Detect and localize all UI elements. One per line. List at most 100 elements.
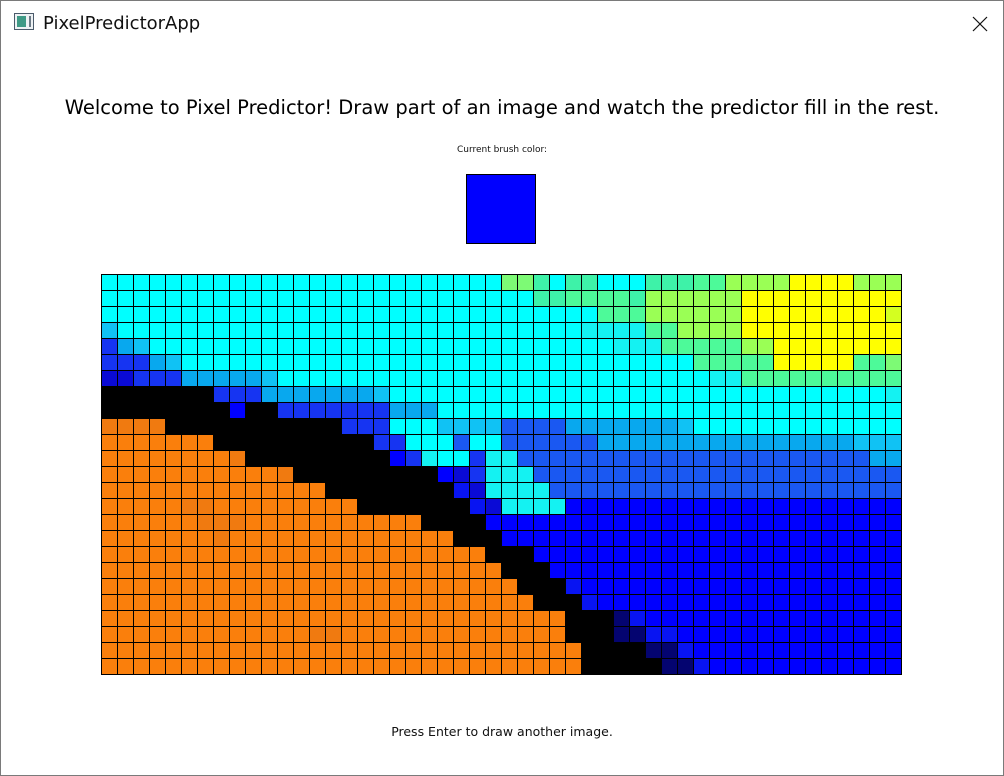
pixel-cell[interactable] xyxy=(677,626,694,643)
pixel-cell[interactable] xyxy=(757,514,774,531)
pixel-cell[interactable] xyxy=(357,578,374,595)
pixel-cell[interactable] xyxy=(597,562,614,579)
pixel-cell[interactable] xyxy=(389,402,406,419)
pixel-cell[interactable] xyxy=(181,466,198,483)
pixel-cell[interactable] xyxy=(757,482,774,499)
pixel-cell[interactable] xyxy=(341,610,358,627)
pixel-cell[interactable] xyxy=(837,338,854,355)
pixel-cell[interactable] xyxy=(101,530,118,547)
pixel-cell[interactable] xyxy=(341,450,358,467)
pixel-cell[interactable] xyxy=(565,642,582,659)
pixel-cell[interactable] xyxy=(629,434,646,451)
pixel-cell[interactable] xyxy=(277,514,294,531)
pixel-cell[interactable] xyxy=(117,338,134,355)
pixel-cell[interactable] xyxy=(117,514,134,531)
pixel-cell[interactable] xyxy=(677,354,694,371)
pixel-cell[interactable] xyxy=(261,530,278,547)
pixel-cell[interactable] xyxy=(661,434,678,451)
pixel-cell[interactable] xyxy=(373,322,390,339)
pixel-cell[interactable] xyxy=(869,530,886,547)
pixel-cell[interactable] xyxy=(197,658,214,675)
pixel-cell[interactable] xyxy=(117,306,134,323)
pixel-cell[interactable] xyxy=(709,466,726,483)
pixel-cell[interactable] xyxy=(661,578,678,595)
pixel-cell[interactable] xyxy=(293,370,310,387)
pixel-cell[interactable] xyxy=(773,354,790,371)
pixel-cell[interactable] xyxy=(389,658,406,675)
pixel-cell[interactable] xyxy=(741,306,758,323)
pixel-cell[interactable] xyxy=(133,434,150,451)
pixel-cell[interactable] xyxy=(645,274,662,291)
pixel-cell[interactable] xyxy=(821,354,838,371)
pixel-cell[interactable] xyxy=(693,418,710,435)
pixel-cell[interactable] xyxy=(693,578,710,595)
pixel-cell[interactable] xyxy=(549,338,566,355)
pixel-cell[interactable] xyxy=(597,514,614,531)
pixel-cell[interactable] xyxy=(885,418,902,435)
pixel-cell[interactable] xyxy=(437,402,454,419)
pixel-cell[interactable] xyxy=(485,626,502,643)
pixel-cell[interactable] xyxy=(597,482,614,499)
pixel-cell[interactable] xyxy=(613,354,630,371)
pixel-cell[interactable] xyxy=(469,610,486,627)
pixel-cell[interactable] xyxy=(469,338,486,355)
pixel-cell[interactable] xyxy=(421,466,438,483)
pixel-cell[interactable] xyxy=(117,482,134,499)
pixel-cell[interactable] xyxy=(341,306,358,323)
pixel-cell[interactable] xyxy=(437,578,454,595)
pixel-cell[interactable] xyxy=(549,434,566,451)
pixel-cell[interactable] xyxy=(389,562,406,579)
pixel-cell[interactable] xyxy=(405,386,422,403)
pixel-cell[interactable] xyxy=(725,610,742,627)
pixel-cell[interactable] xyxy=(789,642,806,659)
pixel-cell[interactable] xyxy=(837,642,854,659)
pixel-cell[interactable] xyxy=(757,610,774,627)
pixel-cell[interactable] xyxy=(133,610,150,627)
pixel-cell[interactable] xyxy=(325,402,342,419)
pixel-cell[interactable] xyxy=(693,306,710,323)
pixel-cell[interactable] xyxy=(245,626,262,643)
pixel-cell[interactable] xyxy=(181,610,198,627)
pixel-cell[interactable] xyxy=(581,386,598,403)
pixel-cell[interactable] xyxy=(837,370,854,387)
pixel-cell[interactable] xyxy=(453,530,470,547)
pixel-cell[interactable] xyxy=(421,450,438,467)
pixel-cell[interactable] xyxy=(165,530,182,547)
pixel-cell[interactable] xyxy=(421,610,438,627)
pixel-cell[interactable] xyxy=(117,290,134,307)
pixel-cell[interactable] xyxy=(341,498,358,515)
pixel-cell[interactable] xyxy=(437,482,454,499)
pixel-cell[interactable] xyxy=(101,562,118,579)
pixel-cell[interactable] xyxy=(709,434,726,451)
pixel-cell[interactable] xyxy=(597,450,614,467)
pixel-cell[interactable] xyxy=(405,354,422,371)
pixel-cell[interactable] xyxy=(165,626,182,643)
pixel-cell[interactable] xyxy=(517,594,534,611)
pixel-cell[interactable] xyxy=(837,482,854,499)
pixel-cell[interactable] xyxy=(309,450,326,467)
pixel-cell[interactable] xyxy=(517,370,534,387)
pixel-cell[interactable] xyxy=(597,466,614,483)
pixel-cell[interactable] xyxy=(517,386,534,403)
pixel-cell[interactable] xyxy=(277,466,294,483)
pixel-cell[interactable] xyxy=(885,626,902,643)
pixel-cell[interactable] xyxy=(549,498,566,515)
pixel-cell[interactable] xyxy=(293,658,310,675)
pixel-cell[interactable] xyxy=(469,530,486,547)
pixel-cell[interactable] xyxy=(325,322,342,339)
pixel-cell[interactable] xyxy=(789,290,806,307)
pixel-cell[interactable] xyxy=(837,402,854,419)
pixel-cell[interactable] xyxy=(885,450,902,467)
pixel-cell[interactable] xyxy=(661,562,678,579)
pixel-cell[interactable] xyxy=(309,658,326,675)
pixel-cell[interactable] xyxy=(693,514,710,531)
pixel-cell[interactable] xyxy=(149,530,166,547)
pixel-cell[interactable] xyxy=(213,290,230,307)
pixel-cell[interactable] xyxy=(773,594,790,611)
pixel-cell[interactable] xyxy=(805,354,822,371)
pixel-cell[interactable] xyxy=(389,578,406,595)
pixel-cell[interactable] xyxy=(101,594,118,611)
pixel-cell[interactable] xyxy=(133,290,150,307)
pixel-cell[interactable] xyxy=(469,594,486,611)
pixel-cell[interactable] xyxy=(565,306,582,323)
